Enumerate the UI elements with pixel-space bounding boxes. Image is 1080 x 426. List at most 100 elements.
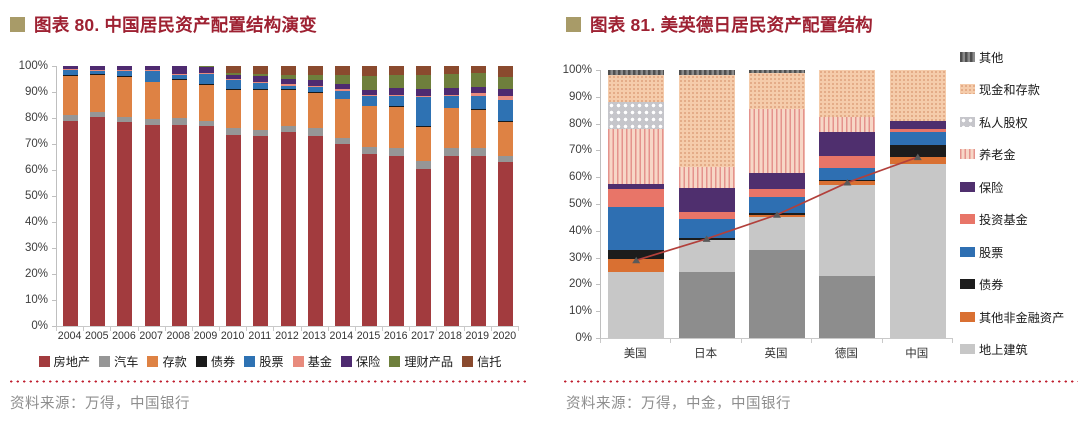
legend-swatch bbox=[389, 355, 401, 367]
y-axis-tick bbox=[52, 170, 56, 171]
y-axis-tick bbox=[596, 150, 600, 152]
segment-保险 bbox=[443, 88, 459, 95]
legend-label: 地上建筑 bbox=[979, 342, 1028, 357]
segment-存款 bbox=[226, 90, 242, 129]
y-tick-label: 0% bbox=[31, 320, 48, 332]
legend-item-信托: 信托 bbox=[462, 352, 501, 370]
segment-基金 bbox=[334, 89, 350, 91]
legend-label: 房地产 bbox=[53, 355, 91, 369]
legend-label: 债券 bbox=[210, 355, 236, 369]
segment-房地产 bbox=[144, 124, 160, 326]
y-tick-label: 80% bbox=[24, 112, 48, 124]
y-axis-tick bbox=[596, 70, 600, 71]
legend-item-cash-deposit: 现金和存款 bbox=[960, 80, 1078, 98]
legend-swatch bbox=[195, 355, 207, 367]
y-axis-tick bbox=[52, 300, 56, 301]
segment-房地产 bbox=[470, 155, 486, 326]
segment-股票 bbox=[90, 71, 106, 74]
segment-房地产 bbox=[416, 168, 432, 326]
segment-存款 bbox=[497, 121, 513, 156]
legend-item-存款: 存款 bbox=[147, 352, 187, 370]
figure-81-title: 图表 81. 美英德日居民资产配置结构 bbox=[590, 15, 873, 35]
x-tick-label: 2017 bbox=[411, 330, 435, 342]
segment-汽车 bbox=[253, 129, 269, 137]
y-axis-tick bbox=[52, 196, 56, 197]
segment-汽车 bbox=[334, 137, 350, 144]
segment-fund bbox=[819, 155, 876, 168]
figure-81-legend: 其他 现金和存款 私人股权 养老金 保险 投资基金 股票 债券 其他非金融资产 地上建筑 bbox=[960, 48, 1078, 358]
x-axis-tick bbox=[164, 327, 166, 331]
x-tick-label: 美国 bbox=[623, 348, 647, 360]
legend-swatch bbox=[960, 214, 975, 225]
y-axis-tick bbox=[596, 338, 600, 339]
y-axis-tick bbox=[52, 326, 56, 327]
segment-信托 bbox=[334, 66, 350, 76]
segment-房地产 bbox=[497, 162, 513, 326]
legend-label: 其他非金融资产 bbox=[979, 310, 1065, 325]
segment-基金 bbox=[144, 69, 160, 72]
segment-保险 bbox=[307, 80, 323, 86]
title-bullet-icon bbox=[10, 17, 25, 32]
segment-存款 bbox=[117, 77, 133, 117]
x-axis-tick bbox=[436, 327, 438, 331]
x-axis-tick bbox=[327, 327, 329, 331]
segment-cash-deposit bbox=[819, 70, 876, 117]
segment-债券 bbox=[470, 108, 486, 110]
segment-存款 bbox=[198, 85, 214, 121]
x-tick-label: 英国 bbox=[764, 348, 788, 360]
segment-存款 bbox=[171, 79, 187, 118]
segment-债券 bbox=[117, 76, 133, 78]
segment-信托 bbox=[307, 66, 323, 76]
segment-保险 bbox=[362, 89, 378, 96]
bar-2012 bbox=[280, 66, 296, 326]
segment-保险 bbox=[90, 66, 106, 70]
segment-bond bbox=[889, 145, 946, 158]
segment-存款 bbox=[90, 74, 106, 112]
segment-汽车 bbox=[307, 128, 323, 137]
segment-cash-deposit bbox=[889, 70, 946, 121]
legend-item-other: 其他 bbox=[960, 48, 1078, 66]
segment-信托 bbox=[253, 66, 269, 74]
legend-item-股票: 股票 bbox=[244, 352, 284, 370]
segment-保险 bbox=[334, 84, 350, 90]
segment-存款 bbox=[144, 82, 160, 120]
y-tick-label: 90% bbox=[24, 86, 48, 98]
bar-2018 bbox=[443, 66, 459, 326]
segment-基金 bbox=[253, 81, 269, 83]
segment-股票 bbox=[63, 69, 79, 76]
legend-label: 债券 bbox=[979, 278, 1004, 293]
segment-房地产 bbox=[362, 154, 378, 326]
legend-swatch bbox=[292, 355, 304, 367]
y-axis-tick bbox=[596, 177, 600, 179]
legend-label: 信托 bbox=[477, 355, 502, 369]
legend-item-债券: 债券 bbox=[195, 352, 236, 370]
y-tick-label: 100% bbox=[18, 60, 48, 72]
x-tick-label: 日本 bbox=[694, 348, 718, 360]
x-axis-tick bbox=[952, 339, 953, 343]
y-axis-tick bbox=[52, 144, 56, 145]
segment-债券 bbox=[171, 79, 187, 80]
segment-基金 bbox=[198, 72, 214, 74]
y-tick-label: 50% bbox=[24, 190, 48, 202]
figure-81-chart bbox=[600, 70, 953, 339]
segment-股票 bbox=[416, 97, 432, 126]
legend-item-other-nonfinancial: 其他非金融资产 bbox=[960, 308, 1078, 326]
legend-label: 其他 bbox=[979, 51, 1004, 65]
x-tick-label: 2012 bbox=[275, 330, 299, 342]
y-tick-label: 100% bbox=[562, 64, 592, 76]
bar-中国 bbox=[889, 70, 946, 338]
segment-other-nonfinancial bbox=[608, 258, 665, 273]
x-axis-tick bbox=[881, 339, 883, 343]
figure-80-title: 图表 80. 中国居民资产配置结构演变 bbox=[34, 15, 317, 35]
segment-房地产 bbox=[389, 155, 405, 326]
x-tick-label: 2010 bbox=[220, 330, 245, 342]
segment-股票 bbox=[144, 71, 160, 82]
figure-81-header: 图表 81. 美英德日居民资产配置结构 bbox=[566, 12, 873, 37]
legend-item-fund: 投资基金 bbox=[960, 210, 1078, 228]
y-tick-label: 60% bbox=[568, 171, 592, 184]
segment-stock bbox=[608, 206, 665, 250]
x-axis-tick bbox=[56, 327, 57, 331]
legend-label: 存款 bbox=[162, 355, 187, 369]
segment-债券 bbox=[497, 121, 513, 122]
segment-债券 bbox=[334, 98, 350, 100]
